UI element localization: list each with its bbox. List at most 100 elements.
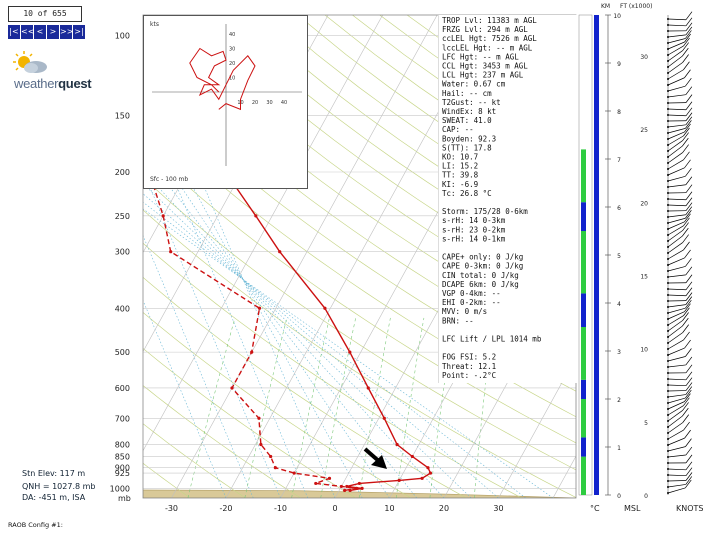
- wind-barb: [667, 274, 686, 278]
- wind-barb: [667, 454, 686, 458]
- index-line: CAPE+ only: 0 J/kg: [442, 253, 523, 262]
- km-axis-title: KM: [601, 3, 610, 10]
- dewpoint-profile-point: [314, 481, 318, 486]
- temperature-profile-point: [397, 478, 401, 482]
- wind-barb: [667, 468, 686, 471]
- dewpoint-profile-point: [269, 454, 273, 459]
- index-line: LCL Hgt: 237 m AGL: [442, 71, 524, 80]
- wind-barb: [667, 235, 683, 248]
- wind-barb: [667, 214, 686, 218]
- pressure-tick-label: 250: [115, 212, 130, 221]
- wind-barb: [667, 249, 684, 260]
- ft-tick-label: 25: [640, 127, 648, 134]
- pressure-unit-label: mb: [118, 494, 131, 503]
- index-line: LI: 15.2: [442, 162, 478, 171]
- index-line: Water: 0.67 cm: [442, 80, 506, 89]
- temperature-tick-label: 20: [439, 504, 449, 513]
- wind-barb: [667, 140, 683, 152]
- wind-barb: [667, 128, 686, 134]
- wind-barb: [667, 257, 685, 266]
- wind-barb: [667, 45, 684, 56]
- index-line: CIN total: 0 J/kg: [442, 271, 519, 280]
- index-line: S(TT): 17.8: [442, 143, 492, 152]
- pressure-tick-label: 925: [115, 469, 130, 478]
- record-counter: 10 of 655: [8, 6, 82, 22]
- first-record-button[interactable]: |<: [8, 25, 20, 39]
- pressure-tick-label: 800: [115, 441, 130, 450]
- dewpoint-profile-point: [355, 486, 359, 491]
- temperature-profile-point: [410, 454, 414, 459]
- temperature-profile-point: [278, 250, 282, 254]
- km-tick-label: 6: [617, 205, 621, 212]
- wind-barb: [667, 484, 686, 488]
- next-record-button[interactable]: >: [47, 25, 59, 39]
- pressure-tick-label: 100: [115, 32, 130, 41]
- km-tick-label: 8: [617, 109, 621, 116]
- index-line: SWEAT: 41.0: [442, 116, 492, 125]
- wind-barb: [667, 437, 685, 446]
- wind-barb: [667, 221, 685, 230]
- hodograph-panel: 10 10 20 20 30 30 40 40 kts Sfc - 100 mb: [143, 15, 308, 189]
- index-line: T2Gust: -- kt: [442, 98, 501, 107]
- dewpoint-profile-point: [259, 442, 263, 447]
- wind-barb: [667, 410, 683, 422]
- wind-barb: [667, 405, 684, 416]
- dewpoint-profile-point: [273, 466, 277, 470]
- km-tick-label: 0: [617, 493, 621, 500]
- wind-barb: [667, 294, 686, 297]
- dewpoint-profile-point: [327, 476, 332, 480]
- index-line: Storm: 175/28 0-6km: [442, 207, 528, 216]
- temperature-profile-point: [395, 442, 399, 447]
- wind-barb: [667, 124, 686, 128]
- wind-barb: [667, 18, 686, 21]
- index-line: TROP Lvl: 11383 m AGL: [442, 16, 537, 25]
- index-line: DCAPE 6km: 0 J/kg: [442, 280, 519, 289]
- wind-barb: [667, 184, 686, 188]
- wind-barb: [667, 41, 685, 50]
- index-line: s-rH: 14 0-3km: [442, 216, 506, 225]
- index-line: lccLEL Hgt: -- m AGL: [442, 43, 533, 52]
- knots-label: KNOTS: [676, 504, 704, 513]
- index-line: Point: -.2°C: [442, 371, 496, 380]
- temperature-tick-label: 10: [384, 504, 394, 513]
- previous-record-button[interactable]: <: [34, 25, 46, 39]
- wind-barb: [667, 159, 684, 170]
- dewpoint-profile-point: [230, 386, 234, 390]
- pressure-tick-label: 400: [115, 304, 130, 313]
- index-line: ccLEL Hgt: 7526 m AGL: [442, 34, 537, 43]
- hodograph-tick-label: 30: [229, 47, 235, 53]
- index-line: CAPE 0-3km: 0 J/kg: [442, 262, 523, 271]
- wind-barb: [667, 384, 686, 387]
- wind-barb: [667, 204, 686, 207]
- hodograph-tick-label: 40: [281, 100, 287, 106]
- back-fast-button[interactable]: <<: [21, 25, 34, 39]
- station-elevation: Stn Elev: 117 m: [22, 469, 86, 478]
- temperature-tick-label: -20: [219, 504, 232, 513]
- index-line: TT: 39.8: [442, 171, 479, 180]
- ft-axis-title: FT (x1000): [620, 3, 652, 10]
- index-line: s-rH: 14 0-1km: [442, 234, 506, 243]
- wind-barb: [667, 167, 685, 176]
- station-qnh: QNH = 1027.8 mb: [22, 482, 96, 491]
- index-line: Hail: -- cm: [442, 89, 492, 98]
- wind-barb: [667, 315, 684, 326]
- hodograph-trace: [189, 47, 256, 111]
- index-line: FRZG Lvl: 294 m AGL: [442, 25, 528, 34]
- dewpoint-profile-point: [343, 488, 347, 492]
- wind-barb: [667, 474, 687, 477]
- wind-barb: [667, 364, 686, 368]
- index-line: CCL Hgt: 3453 m AGL: [442, 62, 528, 71]
- forward-fast-button[interactable]: >>: [60, 25, 73, 39]
- wind-barb: [667, 325, 683, 338]
- temperature-profile-point: [426, 466, 430, 470]
- hodograph-tick-label: 30: [266, 100, 272, 106]
- pressure-tick-label: 850: [115, 452, 130, 461]
- km-tick-label: 7: [617, 157, 621, 164]
- index-line: KO: 10.7: [442, 153, 478, 162]
- temperature-tick-label: -10: [274, 504, 287, 513]
- last-record-button[interactable]: >|: [73, 25, 85, 39]
- ft-tick-label: 20: [640, 200, 648, 207]
- km-tick-label: 4: [617, 301, 621, 308]
- index-line: LFC Lift / LPL 1014 mb: [442, 335, 542, 344]
- wind-barb: [667, 114, 686, 117]
